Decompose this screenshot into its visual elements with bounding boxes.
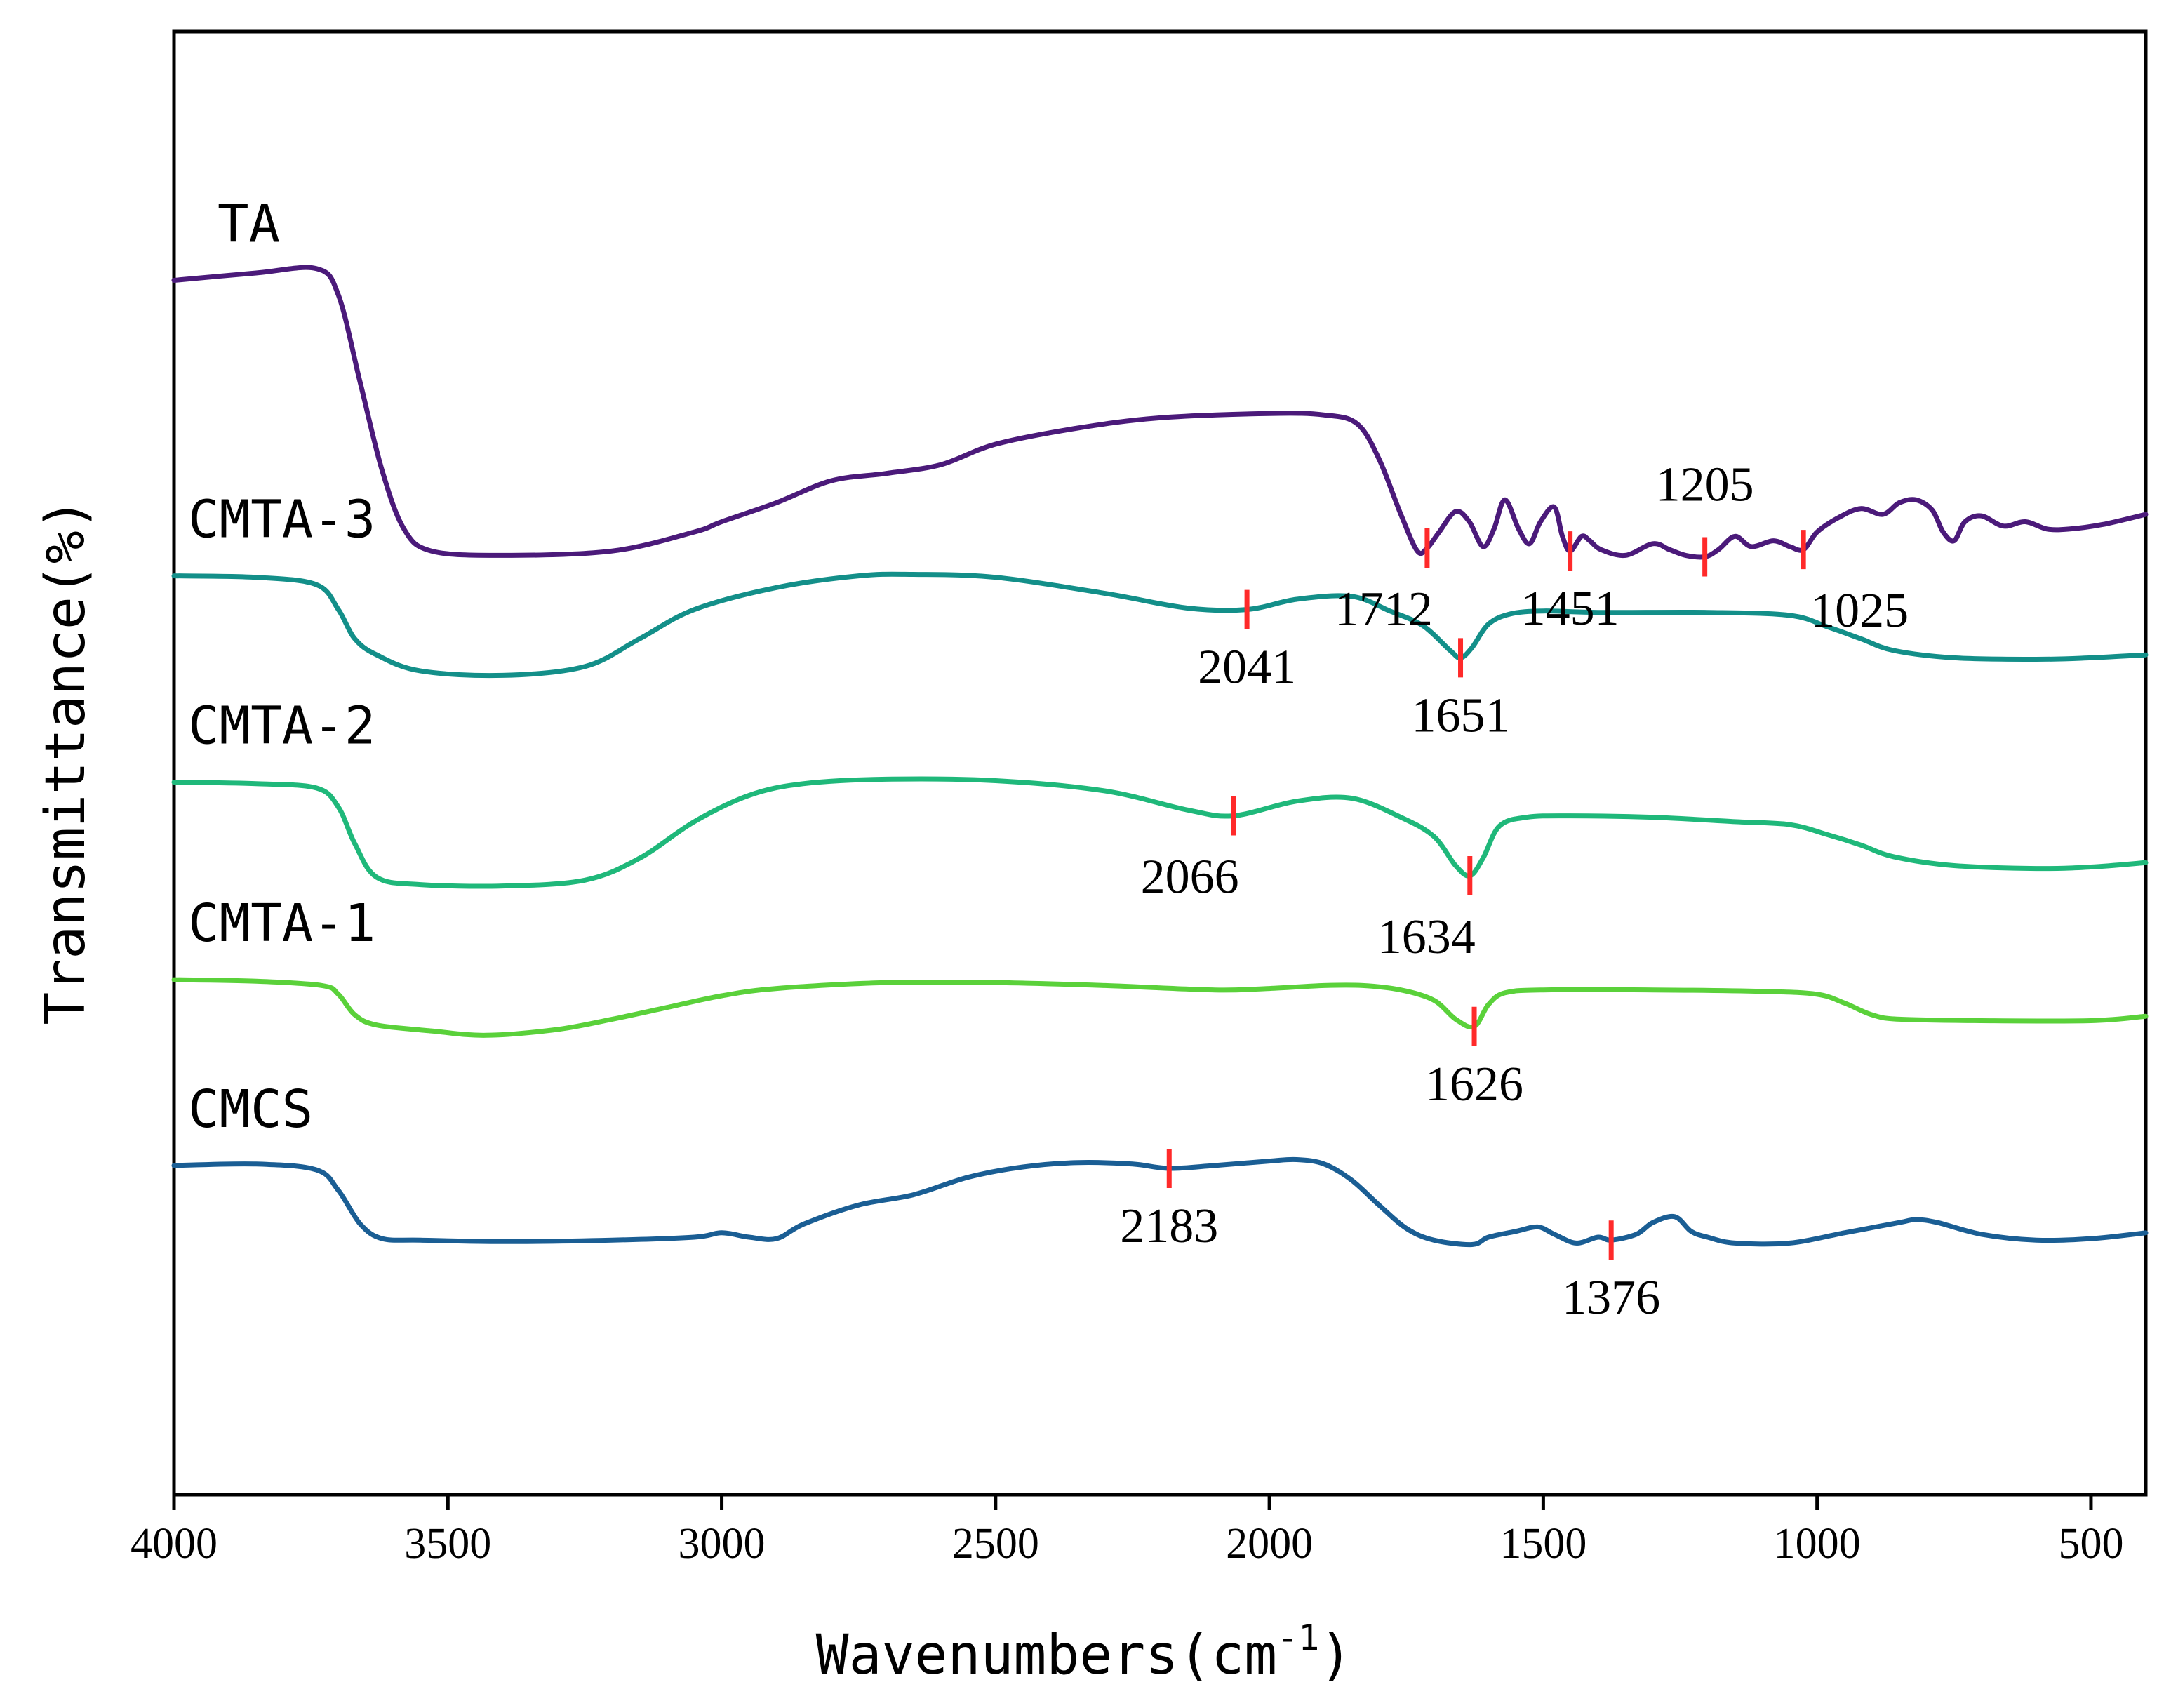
peak-label: 1376 xyxy=(1562,1271,1660,1325)
peak-label: 2041 xyxy=(1198,641,1296,695)
x-tick-label: 1000 xyxy=(1774,1520,1861,1568)
y-axis-title: Transmittance(%) xyxy=(34,498,98,1025)
series-line-ta xyxy=(171,265,2149,560)
series-line-cmcs xyxy=(171,1156,2149,1248)
series-label-ta: TA xyxy=(218,194,280,254)
x-axis-title-main: Wavenumbers(cm xyxy=(816,1624,1277,1687)
x-tick-label: 3500 xyxy=(404,1520,491,1568)
peak-labels: 1712 1451 1205 1025 2041 1651 2066 1634 1626 2183… xyxy=(1120,458,1909,1326)
x-tick-label: 2500 xyxy=(952,1520,1039,1568)
x-tick-label: 3000 xyxy=(679,1520,766,1568)
series-label-cmta-2: CMTA-2 xyxy=(188,696,375,756)
series-line-cmta-2 xyxy=(171,776,2149,889)
peak-label: 1205 xyxy=(1656,458,1754,512)
series-layer xyxy=(171,265,2149,1248)
plot-frame xyxy=(172,29,2148,1497)
peak-label: 1626 xyxy=(1425,1058,1523,1112)
series-label-cmcs: CMCS xyxy=(188,1079,313,1140)
peak-label: 2183 xyxy=(1120,1199,1218,1253)
x-axis-title-close: ) xyxy=(1319,1624,1352,1687)
series-line-cmta-3 xyxy=(171,571,2149,679)
peak-label: 2066 xyxy=(1141,850,1239,905)
series-labels: TA CMTA-3 CMTA-2 CMTA-1 CMCS xyxy=(188,194,375,1139)
x-tick-label: 2000 xyxy=(1226,1520,1313,1568)
series-line-cmta-1 xyxy=(171,977,2149,1038)
x-tick-label: 1500 xyxy=(1499,1520,1586,1568)
peak-label: 1025 xyxy=(1810,584,1909,638)
peak-label: 1651 xyxy=(1412,688,1510,742)
peak-label: 1451 xyxy=(1521,582,1619,636)
x-tick-label: 4000 xyxy=(131,1520,218,1568)
series-label-cmta-3: CMTA-3 xyxy=(188,490,375,550)
x-axis-title-sup: -1 xyxy=(1277,1617,1319,1658)
peak-markers xyxy=(1166,528,1806,1260)
x-tick-label: 500 xyxy=(2058,1520,2123,1568)
x-axis-title: Wavenumbers(cm-1) xyxy=(816,1617,1353,1687)
peak-label: 1634 xyxy=(1377,910,1476,964)
series-label-cmta-1: CMTA-1 xyxy=(188,893,375,954)
peak-label: 1712 xyxy=(1335,582,1433,636)
x-ticks: 4000 3500 3000 2500 2000 1500 1000 500 xyxy=(131,1495,2123,1568)
